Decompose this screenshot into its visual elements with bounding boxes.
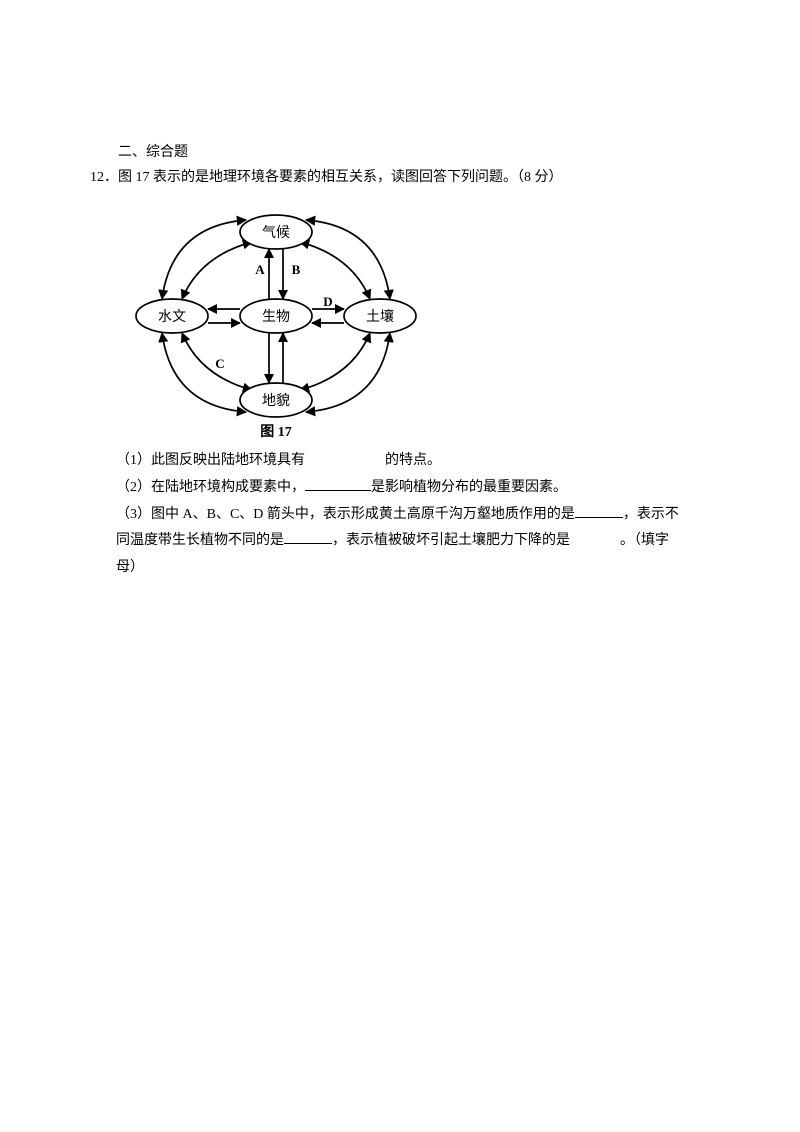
question-number: 12． xyxy=(90,170,118,185)
sub-question-1: （1）此图反映出陆地环境具有 的特点。 xyxy=(116,448,710,475)
question-intro: 12．图 17 表示的是地理环境各要素的相互关系，读图回答下列问题。（8 分） xyxy=(90,165,710,190)
node-hydrology: 水文 xyxy=(136,299,208,333)
node-climate: 气候 xyxy=(240,215,312,249)
svg-text:水文: 水文 xyxy=(158,309,186,325)
q2-prefix: （2）在陆地环境构成要素中， xyxy=(116,480,305,495)
sub-question-3: （3）图中 A、B、C、D 箭头中，表示形成黄土高原千沟万壑地质作用的是 ，表示不… xyxy=(116,502,710,582)
section-heading: 二、综合题 xyxy=(90,140,710,165)
svg-text:生物: 生物 xyxy=(262,309,290,325)
blank-q1[interactable] xyxy=(305,450,385,464)
q3-line2b: ，表示植被破坏引起土壤肥力下降的是 xyxy=(332,533,570,548)
blank-q2[interactable] xyxy=(305,477,371,491)
q3-line2a: 同温度带生长植物不同的是 xyxy=(116,533,284,548)
figure-caption: 图 17 xyxy=(260,424,292,440)
node-biology: 生物 xyxy=(240,299,312,333)
arrow-label-B: B xyxy=(292,262,301,277)
svg-text:气候: 气候 xyxy=(262,225,290,241)
q1-suffix: 的特点。 xyxy=(385,453,441,468)
diagram-figure-17: 气候 水文 生物 土壤 地貌 A B D C xyxy=(120,196,710,442)
q3-line2c: 。（填字 xyxy=(620,533,669,548)
arrow-label-A: A xyxy=(255,262,265,277)
q3-line1a: （3）图中 A、B、C、D 箭头中，表示形成黄土高原千沟万壑地质作用的是 xyxy=(116,507,575,522)
svg-text:土壤: 土壤 xyxy=(366,308,394,325)
q2-suffix: 是影响植物分布的最重要因素。 xyxy=(371,480,567,495)
arrow-label-C: C xyxy=(215,356,224,371)
q3-line3: 母） xyxy=(116,560,144,575)
relationship-diagram: 气候 水文 生物 土壤 地貌 A B D C xyxy=(120,196,432,442)
blank-q3c[interactable] xyxy=(570,530,620,544)
arrow-label-D: D xyxy=(323,294,332,309)
svg-text:地貌: 地貌 xyxy=(262,393,290,409)
node-soil: 土壤 xyxy=(344,299,416,333)
blank-q3b[interactable] xyxy=(284,530,332,544)
node-landform: 地貌 xyxy=(240,383,312,417)
blank-q3a[interactable] xyxy=(575,504,623,518)
q1-prefix: （1）此图反映出陆地环境具有 xyxy=(116,453,305,468)
question-intro-text: 图 17 表示的是地理环境各要素的相互关系，读图回答下列问题。（8 分） xyxy=(118,170,563,185)
q3-line1b: ，表示不 xyxy=(623,507,679,522)
sub-question-2: （2）在陆地环境构成要素中， 是影响植物分布的最重要因素。 xyxy=(116,475,710,502)
